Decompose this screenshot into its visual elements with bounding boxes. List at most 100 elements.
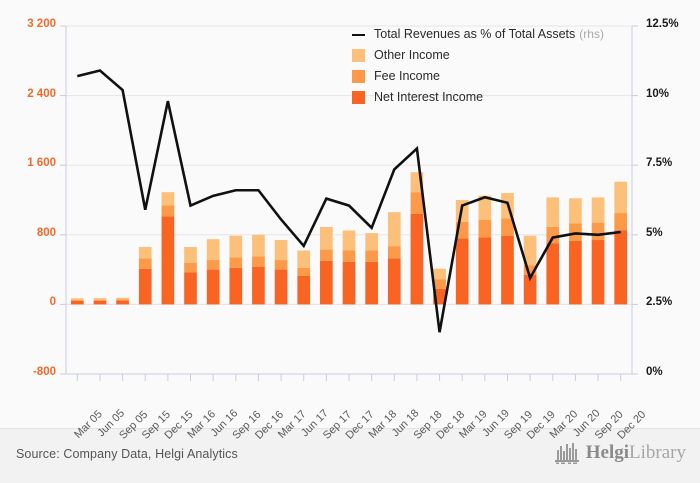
bar-segment[interactable]: [252, 256, 265, 267]
bar-segment[interactable]: [297, 267, 311, 276]
bar-segment[interactable]: [138, 258, 152, 269]
bar-segment[interactable]: [546, 197, 560, 227]
bar-segment[interactable]: [138, 268, 152, 305]
bar-segment[interactable]: [138, 246, 152, 259]
bar-stack[interactable]: [523, 235, 537, 305]
bar-segment[interactable]: [387, 212, 401, 247]
bar-segment[interactable]: [116, 297, 129, 300]
bar-segment[interactable]: [320, 226, 333, 250]
bar-segment[interactable]: [433, 279, 446, 289]
bar-stack[interactable]: [184, 246, 197, 305]
legend-item[interactable]: Other Income: [352, 45, 604, 65]
bar-segment[interactable]: [206, 239, 220, 261]
bar-segment[interactable]: [546, 226, 560, 244]
bar-segment[interactable]: [297, 250, 311, 268]
bar-segment[interactable]: [365, 250, 378, 262]
bar-segment[interactable]: [320, 260, 333, 305]
bar-stack[interactable]: [138, 246, 152, 305]
bar-segment[interactable]: [206, 260, 220, 270]
bar-segment[interactable]: [342, 261, 356, 305]
bar-stack[interactable]: [274, 240, 288, 305]
bar-segment[interactable]: [93, 299, 107, 301]
bar-segment[interactable]: [252, 234, 265, 257]
legend-item[interactable]: Net Interest Income: [352, 87, 604, 107]
bar-segment[interactable]: [591, 240, 605, 305]
bar-segment[interactable]: [161, 192, 175, 206]
bar-segment[interactable]: [252, 266, 265, 305]
brand-text: HelgiLibrary: [586, 442, 686, 464]
bar-segment[interactable]: [365, 233, 378, 251]
bar-segment[interactable]: [274, 260, 288, 270]
bar-segment[interactable]: [229, 267, 243, 305]
bar-segment[interactable]: [365, 261, 378, 305]
bar-stack[interactable]: [591, 197, 605, 305]
bar-stack[interactable]: [365, 233, 378, 305]
bar-segment[interactable]: [433, 268, 446, 280]
bar-segment[interactable]: [161, 205, 175, 217]
bar-segment[interactable]: [116, 300, 129, 305]
bar-stack[interactable]: [161, 192, 175, 305]
bar-segment[interactable]: [478, 237, 492, 305]
bar-segment[interactable]: [387, 258, 401, 305]
bar-stack[interactable]: [569, 198, 582, 305]
bar-stack[interactable]: [206, 239, 220, 305]
bar-segment[interactable]: [184, 262, 197, 273]
bar-segment[interactable]: [591, 197, 605, 223]
bar-segment[interactable]: [614, 181, 628, 214]
bar-segment[interactable]: [93, 300, 107, 305]
bar-stack[interactable]: [93, 298, 107, 305]
bar-segment[interactable]: [478, 195, 492, 221]
bar-segment[interactable]: [501, 235, 514, 305]
bar-stack[interactable]: [546, 197, 560, 305]
bar-segment[interactable]: [569, 198, 582, 224]
bar-segment[interactable]: [546, 243, 560, 305]
bar-segment[interactable]: [410, 192, 424, 214]
bar-segment[interactable]: [387, 246, 401, 259]
bar-stack[interactable]: [501, 193, 514, 305]
bar-segment[interactable]: [342, 230, 356, 251]
bar-stack[interactable]: [229, 235, 243, 305]
bar-segment[interactable]: [70, 299, 84, 301]
bar-segment[interactable]: [93, 298, 107, 300]
bar-stack[interactable]: [455, 200, 469, 305]
bar-segment[interactable]: [161, 216, 175, 305]
legend-item[interactable]: Total Revenues as % of Total Assets (rhs): [352, 24, 604, 44]
bar-segment[interactable]: [455, 238, 469, 305]
bar-segment[interactable]: [614, 213, 628, 231]
bar-segment[interactable]: [410, 213, 424, 305]
bar-segment[interactable]: [501, 218, 514, 236]
bar-segment[interactable]: [614, 230, 628, 305]
bar-segment[interactable]: [478, 220, 492, 238]
bar-segment[interactable]: [297, 275, 311, 305]
bar-segment[interactable]: [184, 246, 197, 263]
bar-segment[interactable]: [70, 298, 84, 300]
bar-segment[interactable]: [591, 222, 605, 241]
bar-segment[interactable]: [274, 240, 288, 261]
bar-segment[interactable]: [523, 274, 537, 305]
bar-stack[interactable]: [614, 181, 628, 305]
bar-stack[interactable]: [252, 234, 265, 305]
bar-segment[interactable]: [320, 249, 333, 261]
bar-segment[interactable]: [229, 257, 243, 268]
legend-item[interactable]: Fee Income: [352, 66, 604, 86]
bar-stack[interactable]: [320, 226, 333, 305]
bar-segment[interactable]: [523, 235, 537, 266]
bar-segment[interactable]: [342, 250, 356, 262]
bar-segment[interactable]: [184, 272, 197, 305]
bar-segment[interactable]: [523, 265, 537, 275]
bar-segment[interactable]: [206, 269, 220, 305]
bar-stack[interactable]: [297, 250, 311, 305]
bar-segment[interactable]: [569, 240, 582, 305]
bar-stack[interactable]: [116, 297, 129, 305]
y-axis-left-label: -800: [32, 366, 56, 378]
bar-stack[interactable]: [70, 298, 84, 305]
bar-segment[interactable]: [116, 299, 129, 301]
bar-segment[interactable]: [274, 269, 288, 305]
bar-stack[interactable]: [478, 195, 492, 305]
line-series-total-revenues[interactable]: [77, 69, 621, 333]
bar-segment[interactable]: [229, 235, 243, 258]
bar-stack[interactable]: [342, 230, 356, 305]
bar-segment[interactable]: [70, 300, 84, 305]
bar-stack[interactable]: [387, 212, 401, 305]
